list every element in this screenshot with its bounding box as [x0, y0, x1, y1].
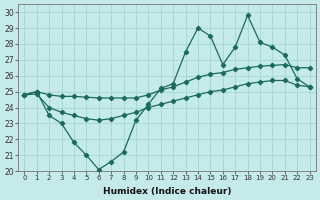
- X-axis label: Humidex (Indice chaleur): Humidex (Indice chaleur): [103, 187, 231, 196]
